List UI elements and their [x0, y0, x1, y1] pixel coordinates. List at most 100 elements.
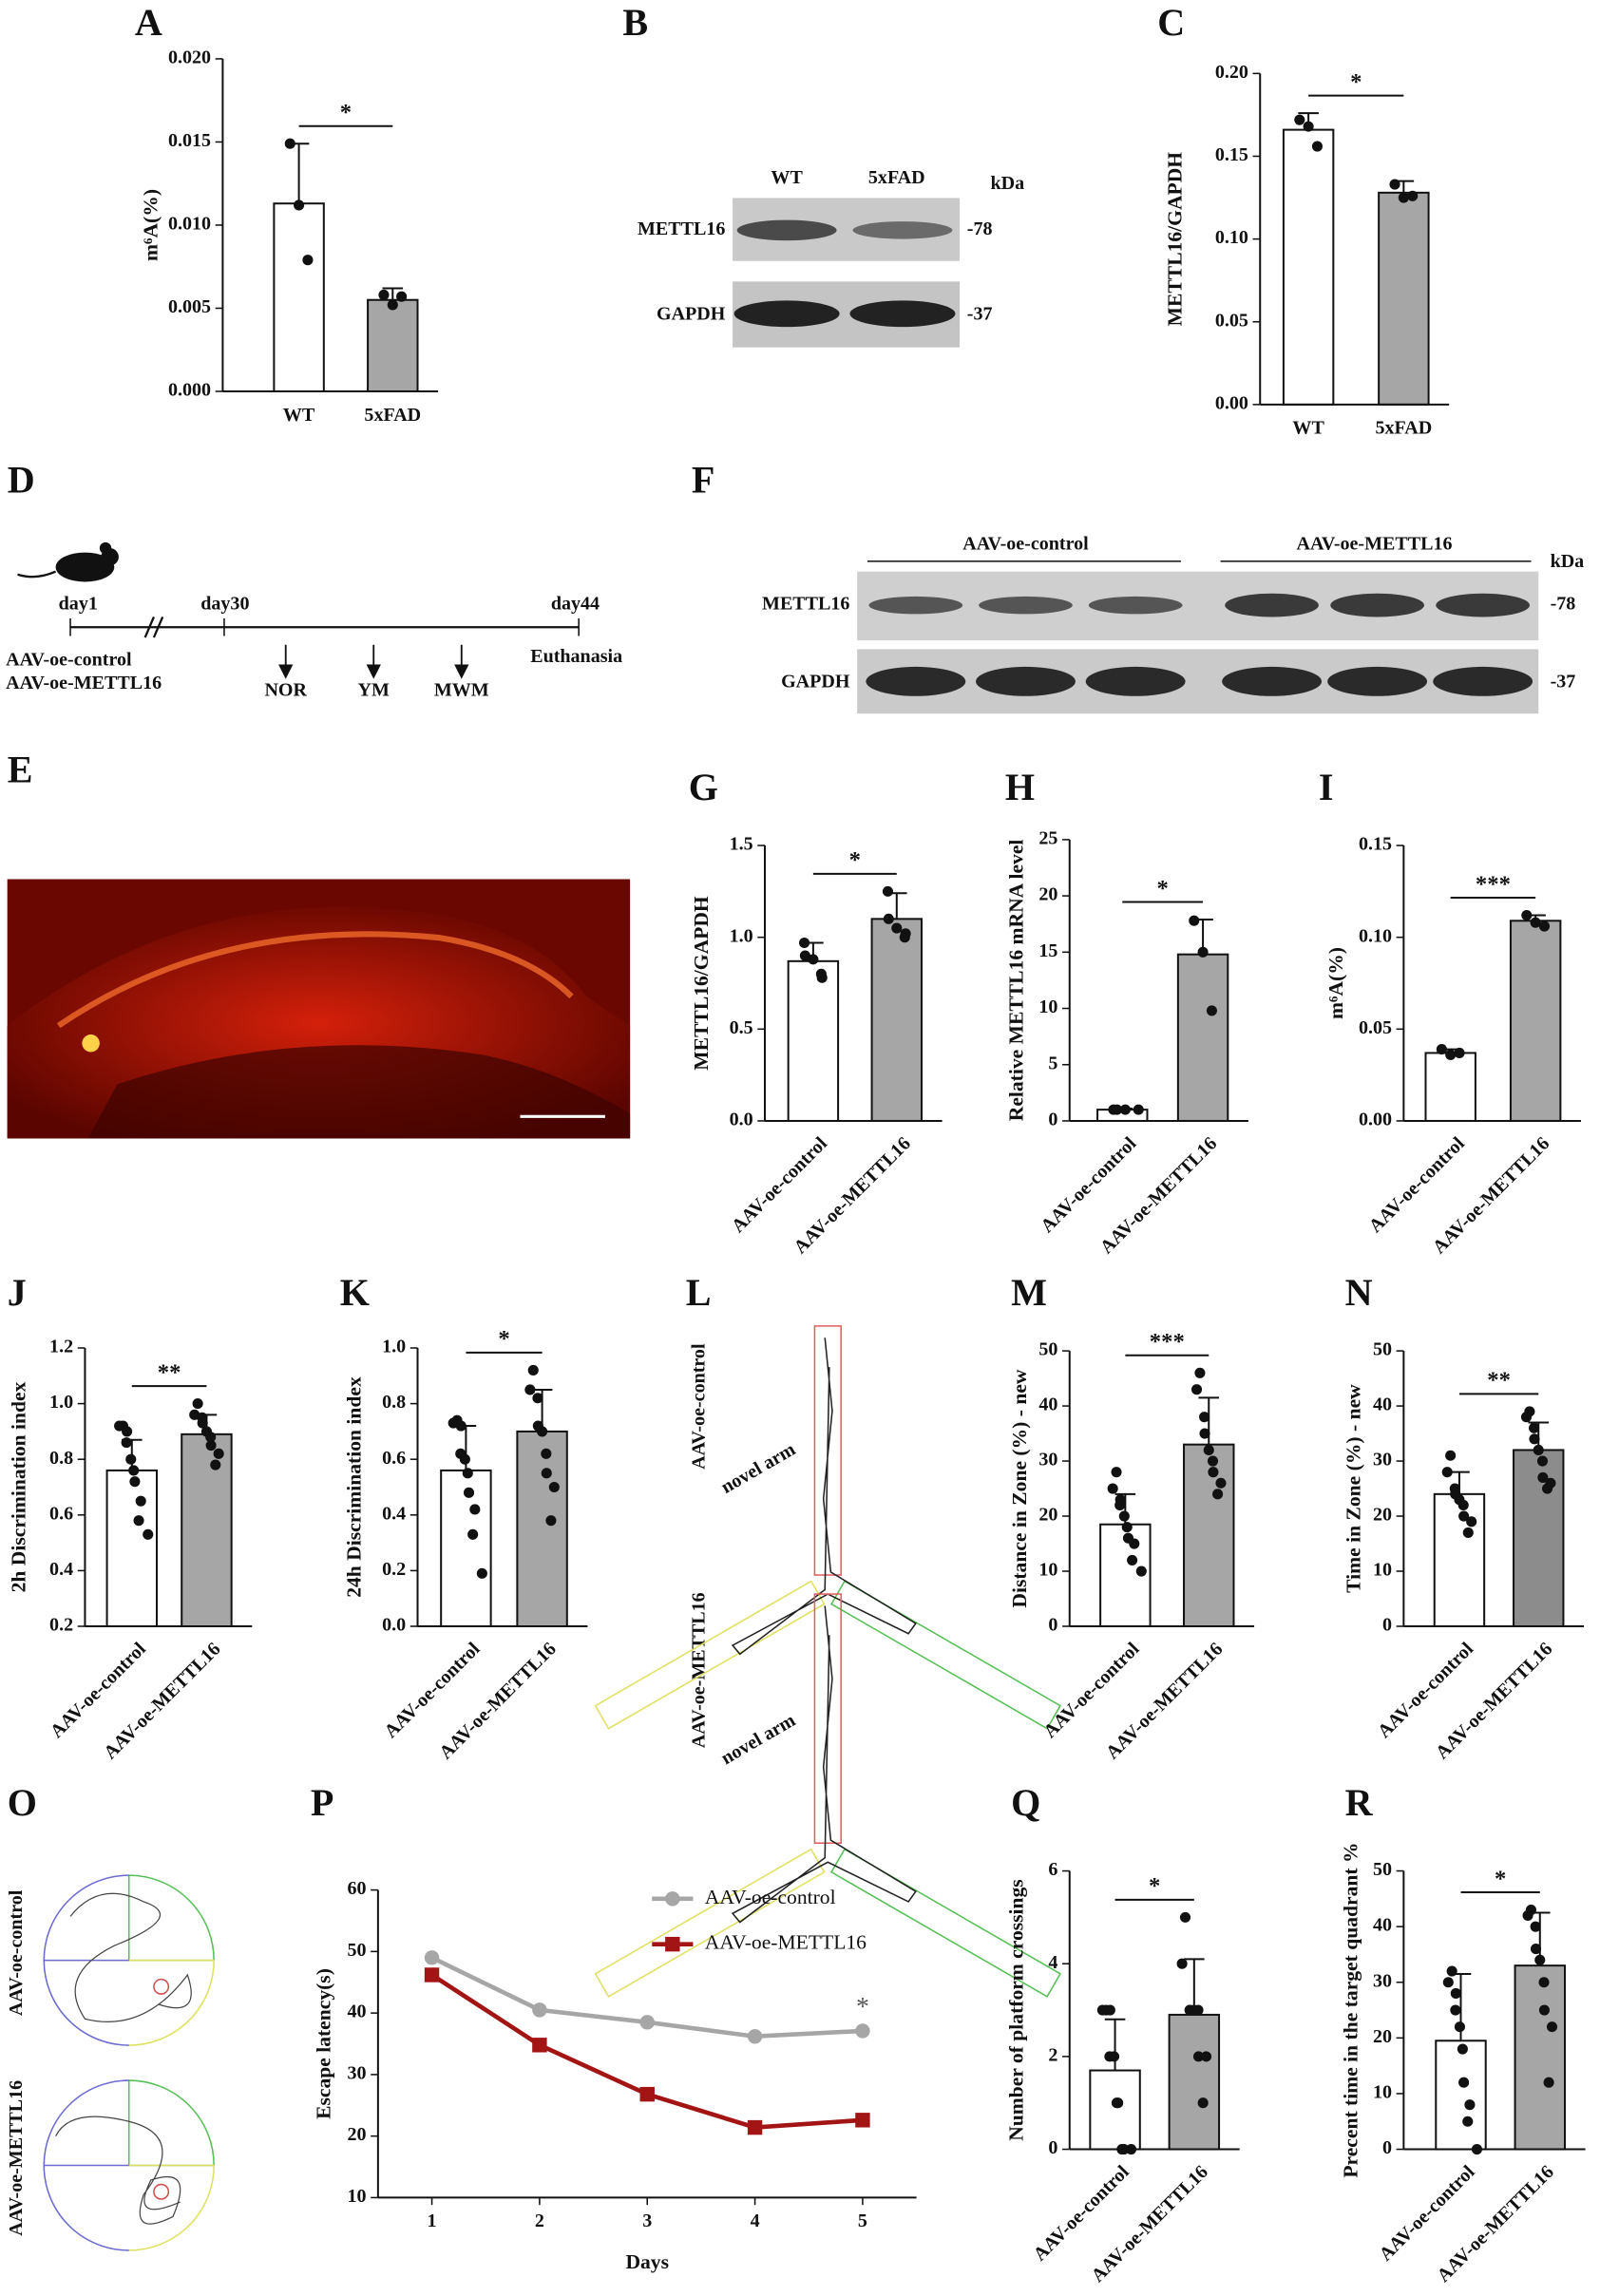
data-point	[1206, 1005, 1217, 1016]
panel-letter: R	[1345, 1781, 1374, 1824]
test-label: NOR	[264, 680, 307, 701]
y-tick-label: 0	[1048, 2137, 1057, 2158]
quadrant	[43, 2079, 129, 2251]
arm-label: novel arm	[717, 1710, 799, 1769]
panel-letter: D	[8, 458, 35, 501]
lane-label: WT	[771, 167, 803, 188]
y-tick-label: 1.5	[730, 834, 753, 855]
annotation: *	[856, 1992, 869, 2021]
bar	[1378, 191, 1430, 406]
y-tick-label: 40	[1373, 1915, 1392, 1936]
data-point	[883, 913, 894, 924]
data-point	[1121, 1522, 1133, 1533]
panel-letter: Q	[1011, 1781, 1040, 1824]
y-tick-label: 0.00	[1215, 392, 1248, 413]
x-tick-label: 3	[642, 2211, 652, 2231]
blot-band	[1327, 666, 1428, 696]
y-tick-label: 15	[1038, 940, 1057, 961]
maze-drawings	[594, 1325, 1062, 1998]
data-point	[1520, 1412, 1533, 1423]
data-point	[1542, 1483, 1553, 1494]
data-point	[114, 1420, 125, 1432]
y-tick-label: 60	[347, 1878, 366, 1899]
kda-label: -78	[1551, 594, 1576, 615]
data-point	[1189, 915, 1200, 926]
marker	[747, 2029, 763, 2044]
y-tick-label: 2	[1048, 2044, 1057, 2065]
y-tick-label: 0	[1382, 2137, 1392, 2158]
y-tick-label: 20	[1373, 2026, 1392, 2047]
data-point	[1294, 114, 1305, 125]
data-point	[469, 1504, 481, 1515]
data-point	[1096, 2004, 1108, 2016]
maze-arm	[594, 1848, 826, 1998]
quadrant	[127, 2079, 215, 2167]
group-label: AAV-oe-control	[6, 649, 132, 670]
data-point	[1462, 1527, 1474, 1538]
platform	[153, 1978, 170, 1995]
x-tick-label: WT	[283, 405, 315, 426]
data-point	[1215, 1477, 1227, 1489]
y-tick-label: 0.05	[1359, 1017, 1392, 1038]
data-point	[476, 1567, 487, 1579]
data-point	[882, 885, 894, 897]
panel-letter: A	[135, 1, 162, 44]
data-point	[1546, 2021, 1558, 2033]
significance-label: *	[1495, 1866, 1506, 1891]
data-point	[396, 291, 408, 302]
y-tick-label: 20	[1038, 884, 1057, 905]
data-point	[121, 1437, 132, 1449]
y-axis-label: 24h Discrimination index	[343, 1376, 366, 1598]
data-point	[1112, 1104, 1123, 1115]
significance-label: *	[498, 1326, 509, 1352]
data-point	[798, 937, 810, 949]
data-point	[1199, 1428, 1210, 1439]
data-point	[459, 1453, 470, 1465]
data-point	[1441, 1467, 1453, 1478]
y-axis-label: Escape latency(s)	[312, 1968, 334, 2119]
y-tick-label: 0.05	[1215, 310, 1248, 331]
data-point	[1108, 2051, 1120, 2062]
maze-arm	[813, 1325, 842, 1576]
y-tick-label: 0.015	[168, 130, 211, 151]
data-point	[455, 1420, 467, 1432]
y-tick-label: 0.4	[382, 1503, 406, 1524]
quadrant	[127, 1874, 215, 1962]
y-tick-label: 0.6	[382, 1448, 406, 1469]
x-tick-label: 2	[535, 2211, 544, 2231]
y-tick-label: 10	[1038, 1560, 1057, 1581]
panel-letter: E	[8, 749, 33, 791]
significance-label: *	[849, 847, 861, 873]
panel-letter: L	[686, 1271, 712, 1314]
data-point	[799, 950, 810, 961]
marker	[532, 2038, 547, 2053]
data-point	[1454, 1047, 1465, 1059]
data-point	[1522, 1909, 1533, 1921]
data-point	[1458, 2077, 1470, 2088]
series-line	[430, 1973, 864, 2130]
data-point	[1111, 1467, 1122, 1478]
data-point	[125, 1453, 137, 1465]
data-point	[1398, 192, 1409, 203]
data-point	[1457, 1499, 1469, 1510]
data-point	[205, 1432, 217, 1443]
data-point	[1119, 1104, 1131, 1115]
data-point	[1534, 1954, 1546, 1965]
y-tick-label: 1.2	[49, 1337, 73, 1357]
arm-label: novel arm	[717, 1439, 799, 1498]
data-point	[527, 1364, 539, 1376]
test-label: YM	[358, 680, 390, 701]
y-axis-label: m⁶A(%)	[139, 189, 162, 261]
data-point	[1179, 1911, 1191, 1923]
data-point	[1436, 1044, 1447, 1055]
data-point	[1212, 1489, 1224, 1500]
y-tick-label: 0.000	[168, 380, 211, 401]
y-tick-label: 50	[1373, 1339, 1392, 1360]
blot-band	[849, 300, 956, 328]
significance-label: *	[340, 100, 352, 125]
legend-marker	[665, 1891, 680, 1907]
y-tick-label: 1.0	[382, 1337, 406, 1357]
significance-label: ***	[1150, 1329, 1185, 1355]
data-point	[387, 299, 398, 311]
data-point	[205, 1439, 217, 1452]
